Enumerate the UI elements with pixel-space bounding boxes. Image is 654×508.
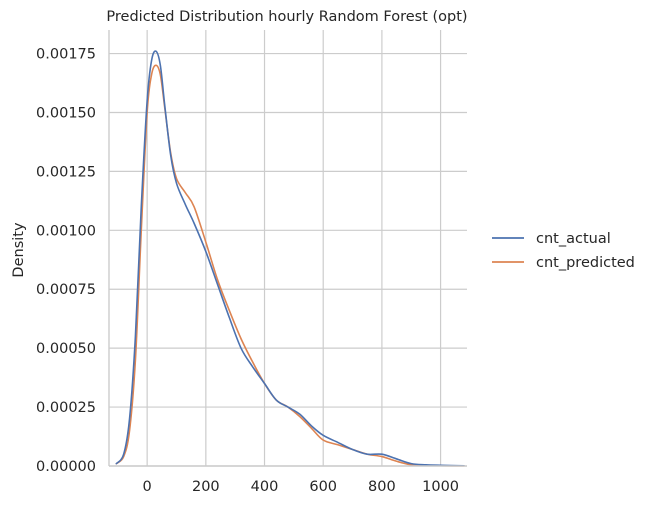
x-tick-label: 200: [192, 479, 220, 495]
y-tick-label: 0.00000: [36, 459, 96, 475]
y-tick-label: 0.00125: [36, 164, 96, 180]
x-tick-label: 0: [143, 479, 152, 495]
series-line-cnt-actual: [115, 50, 465, 467]
legend-label-cnt-actual: cnt_actual: [536, 231, 611, 247]
y-tick-label: 0.00100: [36, 223, 96, 239]
y-tick-label: 0.00150: [36, 105, 96, 121]
axes: 0 200 400 600 800 1000 0.00000 0.00025 0.00050 0.…: [36, 30, 467, 495]
grid: [109, 30, 467, 467]
x-tick-label: 1000: [422, 479, 459, 495]
y-tick-label: 0.00175: [36, 47, 96, 63]
x-tick-label: 400: [251, 479, 279, 495]
y-tick-label: 0.00025: [36, 400, 96, 416]
series-lines: [115, 50, 465, 467]
chart-title: Predicted Distribution hourly Random For…: [106, 9, 467, 25]
y-tick-label: 0.00050: [36, 341, 96, 357]
y-axis-label: Density: [11, 222, 27, 278]
y-tick-label: 0.00075: [36, 282, 96, 298]
x-tick-label: 800: [368, 479, 396, 495]
legend: cnt_actual cnt_predicted: [492, 231, 635, 271]
x-tick-label: 600: [309, 479, 337, 495]
legend-label-cnt-predicted: cnt_predicted: [536, 255, 635, 271]
